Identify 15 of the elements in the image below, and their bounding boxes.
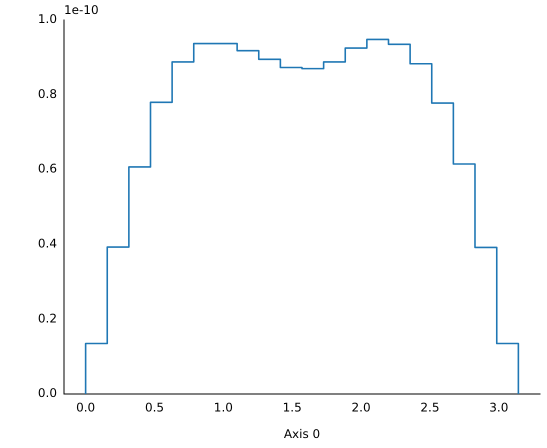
x-tick-label: 1.5 <box>282 400 302 414</box>
x-tick-label: 0.5 <box>144 400 164 414</box>
x-tick-label: 1.0 <box>214 400 233 414</box>
x-axis-title: Axis 0 <box>284 426 320 441</box>
text: 1e-10 <box>64 3 99 18</box>
y-tick-label: 1.0 <box>38 12 57 26</box>
x-tick-label: 2.0 <box>352 400 371 414</box>
y-tick-label: 0.6 <box>38 162 57 176</box>
y-tick-label: 0.4 <box>38 236 57 251</box>
y-tick-label: 0.8 <box>38 86 57 101</box>
x-tick-label: 0.0 <box>76 400 96 414</box>
y-tick-label: 0.2 <box>38 311 57 326</box>
x-tick-label: 2.5 <box>420 400 440 414</box>
y-tick-label: 0.0 <box>38 386 57 400</box>
x-tick-label: 3.0 <box>489 400 508 414</box>
